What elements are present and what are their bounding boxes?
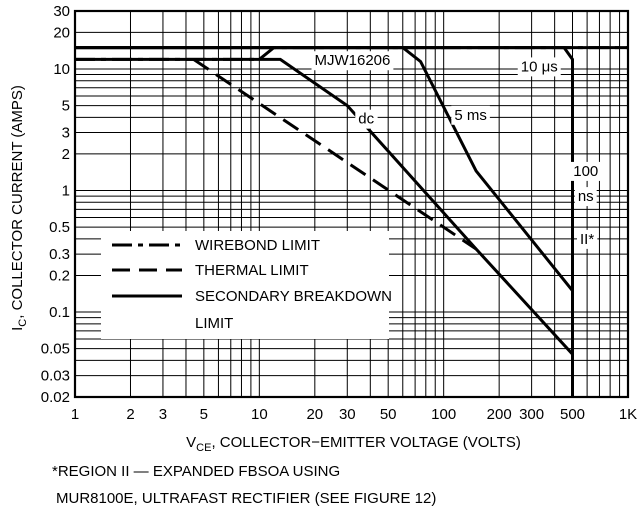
annotation-background: [311, 51, 394, 71]
tick-labels: 1 2 3 5 10 20 30 50 100 200 300 500 1K 30 20 10 5 3 2 1 0.5 0…: [41, 3, 637, 423]
y-tick-label: 3: [62, 125, 70, 142]
curve-annotation: 10 μs: [521, 58, 558, 75]
y-tick-label: 0.05: [41, 341, 70, 358]
footnote-line-1: *REGION II — EXPANDED FBSOA USING: [52, 463, 341, 480]
x-tick-label: 300: [519, 406, 544, 423]
y-tick-label: 30: [53, 3, 70, 20]
annotations: MJW16206 dc 10 μs 5 ms 100 ns II*: [311, 51, 602, 249]
grid: [75, 11, 628, 397]
x-tick-label: 100: [431, 406, 456, 423]
y-tick-label: 0.1: [49, 304, 70, 321]
x-tick-label: 5: [200, 406, 208, 423]
legend-label: WIREBOND LIMIT: [195, 237, 320, 254]
curve-annotation: 5 ms: [454, 107, 487, 124]
y-tick-label: 2: [62, 146, 70, 163]
curve-annotation: MJW16206: [315, 52, 391, 69]
x-tick-label: 1K: [619, 406, 637, 423]
soa-chart: WIREBOND LIMIT THERMAL LIMIT SECONDARY BRE…: [9, 3, 637, 454]
y-tick-label: 0.3: [49, 246, 70, 263]
legend-label: LIMIT: [195, 315, 233, 332]
x-tick-label: 30: [339, 406, 356, 423]
y-tick-label: 10: [53, 61, 70, 78]
y-tick-label: 0.5: [49, 219, 70, 236]
y-tick-label: 1: [62, 183, 70, 200]
x-tick-label: 500: [560, 406, 585, 423]
y-axis-label: IC, COLLECTOR CURRENT (AMPS): [9, 85, 29, 331]
legend: WIREBOND LIMIT THERMAL LIMIT SECONDARY BRE…: [101, 231, 392, 339]
annotation-background: [355, 109, 378, 129]
curve-annotation: 100: [573, 163, 598, 180]
y-tick-label: 20: [53, 24, 70, 41]
annotation-background: [517, 57, 561, 77]
curves: [75, 46, 628, 397]
curve-annotation: dc: [358, 111, 374, 128]
x-axis-label: VCE, COLLECTOR−EMITTER VOLTAGE (VOLTS): [186, 434, 521, 454]
legend-box: [101, 231, 389, 339]
x-tick-label: 200: [487, 406, 512, 423]
curve-dash-1: [192, 58, 477, 251]
annotation-background: [570, 161, 602, 181]
y-tick-label: 0.03: [41, 368, 70, 385]
y-tick-label: 5: [62, 98, 70, 115]
x-tick-label: 50: [380, 406, 397, 423]
annotation-background: [577, 229, 598, 249]
curve-solid-4: [75, 46, 574, 397]
x-tick-label: 20: [306, 406, 323, 423]
curve-annotation: ns: [578, 188, 594, 205]
curve-annotation: II*: [580, 231, 594, 248]
x-tick-label: 1: [71, 406, 79, 423]
annotation-background: [574, 187, 597, 207]
legend-label: THERMAL LIMIT: [195, 262, 309, 279]
footnote-line-2: MUR8100E, ULTRAFAST RECTIFIER (SEE FIGUR…: [56, 490, 437, 507]
legend-label: SECONDARY BREAKDOWN: [195, 288, 392, 305]
x-tick-label: 10: [251, 406, 268, 423]
y-tick-label: 0.2: [49, 267, 70, 284]
plot-frame: [73, 9, 630, 399]
curve-solid-2: [75, 57, 574, 356]
x-tick-label: 3: [159, 406, 167, 423]
x-tick-label: 2: [126, 406, 134, 423]
y-tick-label: 0.02: [41, 389, 70, 406]
annotation-background: [451, 105, 490, 125]
